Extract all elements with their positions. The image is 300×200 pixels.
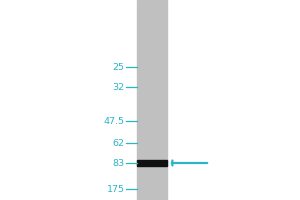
Text: 62: 62 (112, 138, 124, 148)
Text: 32: 32 (112, 83, 124, 92)
Text: 47.5: 47.5 (103, 116, 124, 126)
Bar (136, 160, 166, 166)
Bar (136, 0, 166, 200)
Text: 83: 83 (112, 158, 124, 168)
Text: 175: 175 (106, 184, 124, 194)
Text: 25: 25 (112, 62, 124, 72)
